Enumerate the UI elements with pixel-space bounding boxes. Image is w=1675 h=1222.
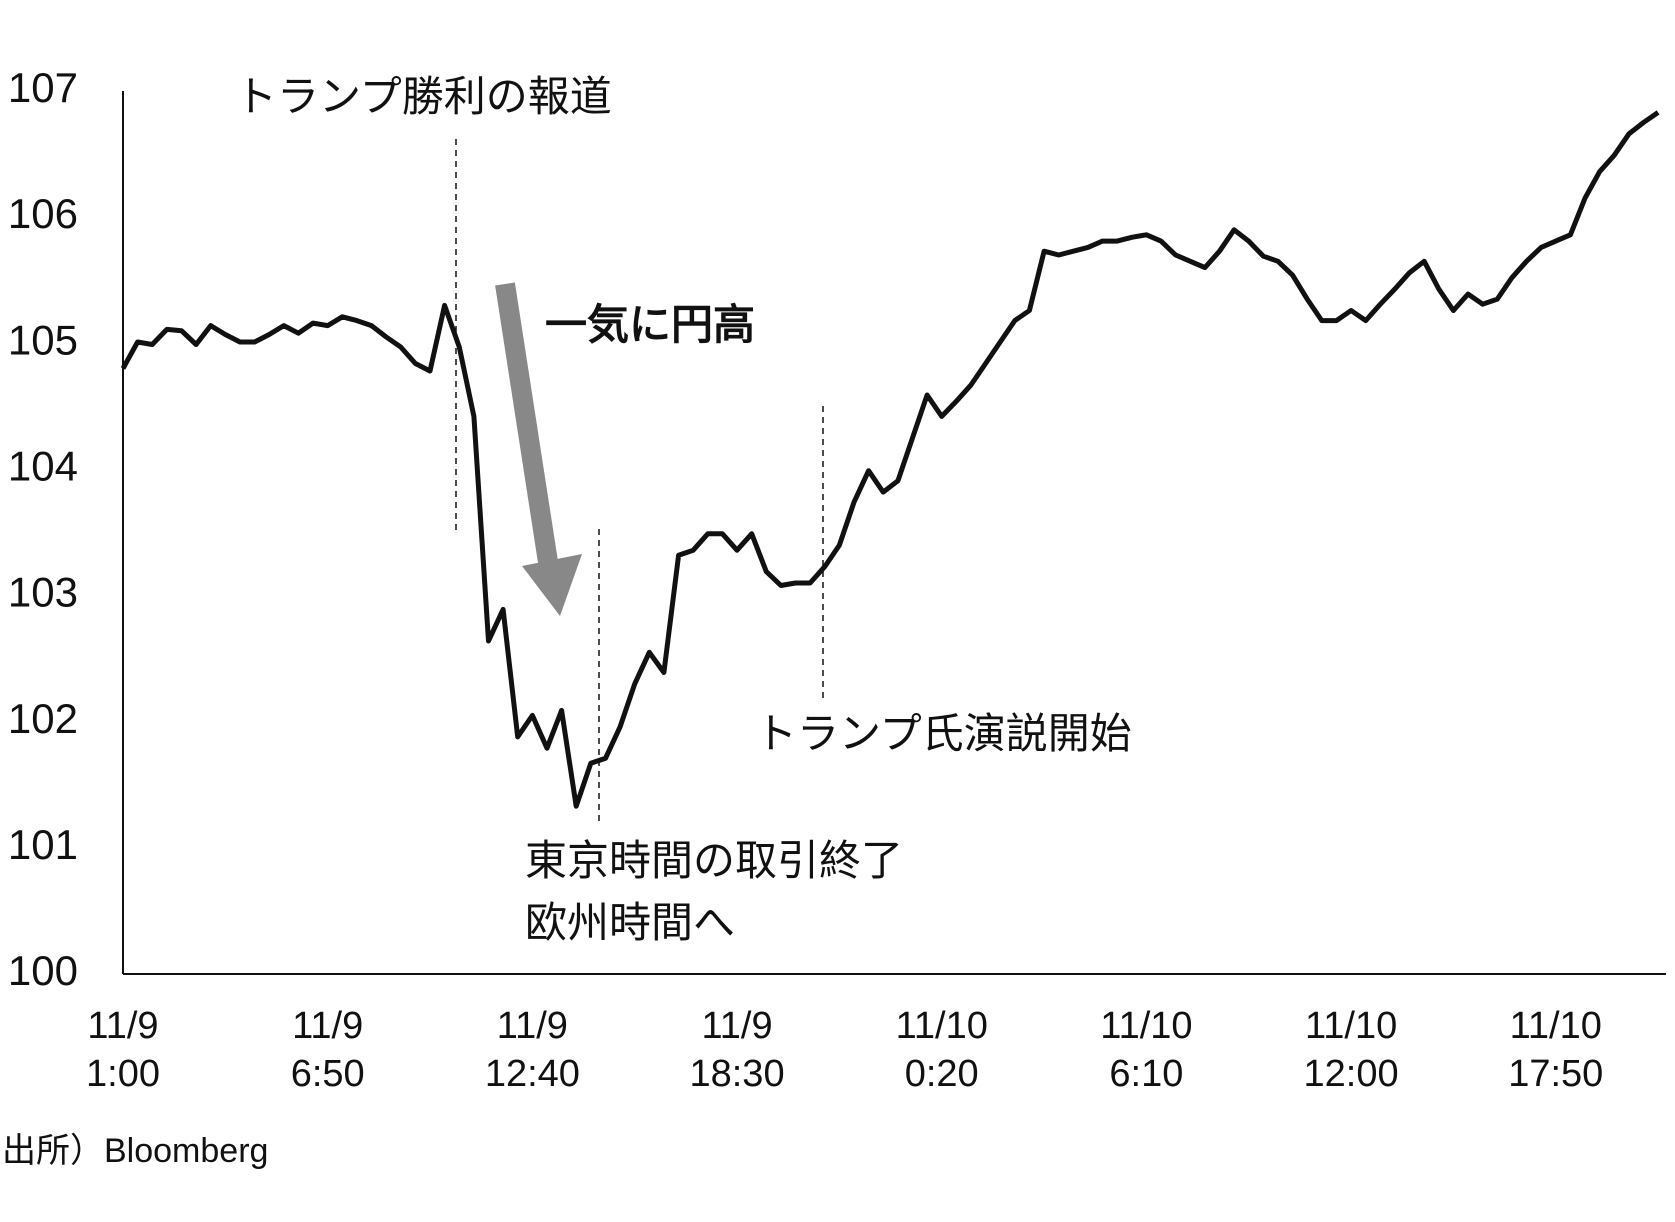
x-tick-label: 11/9 6:50 [290,1005,365,1095]
y-tick-label: 100 [8,947,78,994]
x-tick-label: 11/10 6:10 [1100,1005,1193,1095]
source: 出所）Bloomberg [2,1132,269,1170]
y-tick-label: 104 [8,443,78,490]
annotation: トランプ氏演説開始 [755,710,1132,757]
y-tick-label: 106 [8,190,78,237]
annotation: トランプ勝利の報道 [235,73,612,120]
arrow-head [522,554,582,616]
annotation: 東京時間の取引終了 欧州時間へ [525,837,904,946]
y-tick-label: 107 [8,64,78,111]
x-tick-label: 11/10 17:50 [1508,1005,1604,1095]
y-tick-label: 102 [8,695,78,742]
x-tick-label: 11/10 12:00 [1303,1005,1399,1095]
price-line [120,110,1660,809]
x-tick-label: 11/9 12:40 [484,1005,580,1095]
arrow-shaft [495,282,560,577]
annotation: 一気に円高 [545,301,756,348]
y-tick-label: 101 [8,821,78,868]
y-tick-label: 103 [8,569,78,616]
y-tick-label: 105 [8,316,78,363]
x-tick-label: 11/10 0:20 [895,1005,988,1095]
x-tick-label: 11/9 1:00 [86,1005,160,1095]
x-tick-label: 11/9 18:30 [689,1005,785,1095]
